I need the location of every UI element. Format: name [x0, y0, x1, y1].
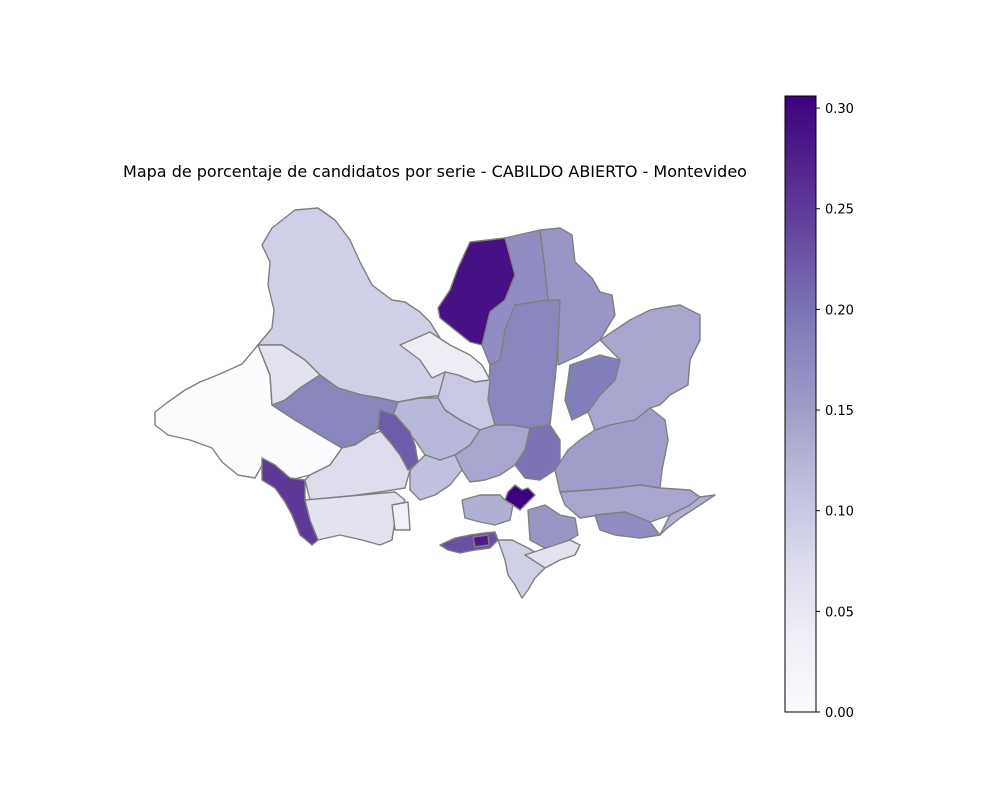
- region-south-west-c: [391, 501, 411, 531]
- region-south-east-b: [594, 511, 661, 539]
- colorbar-ticks: 0.00 0.05 0.10 0.15 0.20 0.25 0.30: [816, 102, 854, 721]
- map-regions: [154, 207, 716, 599]
- colorbar-tick-label: 0.05: [825, 605, 854, 620]
- colorbar-tick-label: 0.10: [825, 505, 854, 520]
- colorbar-tick-label: 0.20: [825, 303, 854, 318]
- region-south-west-a: [304, 427, 411, 501]
- colorbar-tick-label: 0.25: [825, 203, 854, 218]
- region-south-east-c: [659, 494, 716, 536]
- region-east-b: [564, 354, 621, 421]
- colorbar-fill: [784, 95, 817, 713]
- region-south-a: [461, 494, 514, 526]
- colorbar: 0.00 0.05 0.10 0.15 0.20 0.25 0.30: [784, 95, 854, 721]
- map-title: Mapa de porcentaje de candidatos por ser…: [123, 162, 747, 181]
- colorbar-tick-label: 0.00: [825, 706, 854, 721]
- region-south-west-b: [304, 491, 406, 546]
- region-south-b: [497, 539, 546, 599]
- region-south-c: [527, 504, 579, 549]
- colorbar-tick-label: 0.15: [825, 404, 854, 419]
- colorbar-tick-label: 0.30: [825, 102, 854, 117]
- region-south-d: [524, 539, 581, 569]
- region-southwest-coast: [261, 457, 319, 546]
- region-center-c: [377, 409, 419, 471]
- region-center-d: [409, 454, 463, 501]
- region-north-east-a: [539, 227, 616, 366]
- region-south-coast-tip: [472, 534, 490, 548]
- region-center-f: [514, 424, 561, 481]
